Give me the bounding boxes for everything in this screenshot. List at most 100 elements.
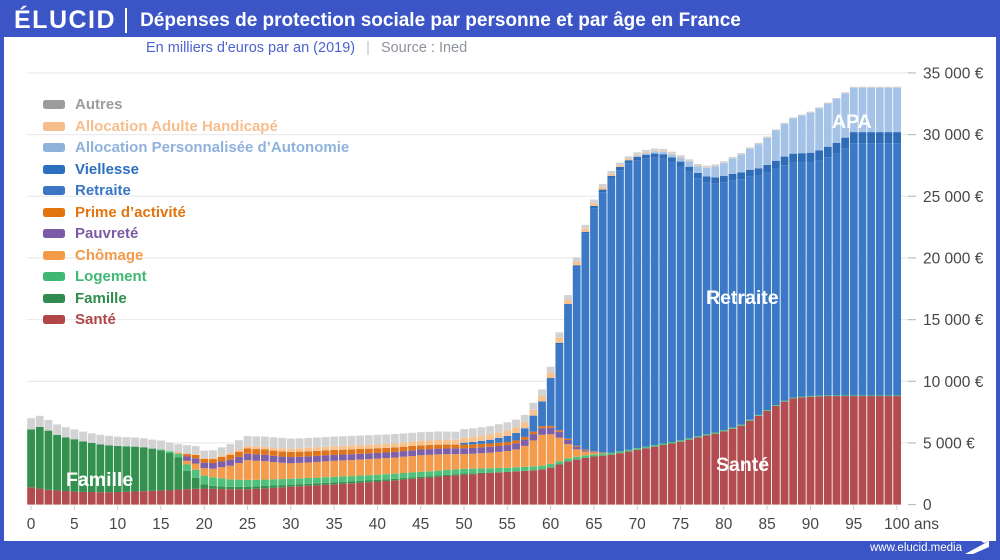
bar-segment-logement bbox=[382, 474, 391, 480]
bar-segment-autres bbox=[243, 436, 252, 447]
bar-segment-prime bbox=[416, 445, 425, 450]
footer-url[interactable]: www.elucid.media bbox=[869, 542, 962, 554]
bar-segment-logement bbox=[261, 479, 269, 486]
bar-segment-prime bbox=[243, 448, 252, 454]
bar-segment-prime bbox=[226, 454, 235, 460]
bar-segment-apa bbox=[685, 161, 694, 167]
bar-segment-aah bbox=[434, 439, 443, 445]
legend-label-retraite: Retraite bbox=[75, 182, 131, 200]
bar-segment-sante bbox=[243, 489, 252, 505]
bar-segment-pauvrete bbox=[451, 448, 460, 455]
bar-segment-pauvrete bbox=[512, 443, 520, 450]
x-tick-label: 100 bbox=[884, 516, 910, 533]
bar-segment-autres bbox=[113, 436, 122, 446]
bar-segment-sante bbox=[165, 490, 174, 505]
bar-segment-aah bbox=[408, 441, 417, 447]
bar-segment-sante bbox=[797, 397, 806, 505]
bar-segment-retraite bbox=[806, 162, 815, 396]
bar-segment-chomage bbox=[520, 445, 529, 467]
bar-segment-apa bbox=[694, 166, 702, 173]
legend-swatch-sante bbox=[43, 315, 65, 325]
bar-segment-chomage bbox=[312, 461, 321, 478]
bar-segment-aah bbox=[347, 445, 356, 450]
bar-segment-apa bbox=[650, 151, 659, 154]
bar-segment-autres bbox=[131, 437, 139, 447]
bar-segment-autres bbox=[87, 433, 96, 443]
bar-segment-autres bbox=[209, 450, 217, 458]
bar-segment-logement bbox=[694, 436, 702, 438]
bar-segment-autres bbox=[157, 440, 165, 450]
bar-segment-retraite bbox=[468, 441, 477, 445]
bar-segment-famille bbox=[243, 486, 252, 490]
x-tick-label: 70 bbox=[629, 516, 647, 533]
bar-segment-famille bbox=[261, 485, 269, 489]
bar-segment-sante bbox=[183, 489, 191, 505]
bar-segment-sante bbox=[44, 489, 53, 505]
bar-segment-chomage bbox=[564, 444, 572, 459]
bar-segment-retraite bbox=[875, 143, 884, 396]
legend-swatch-chomage bbox=[43, 250, 65, 260]
bar-segment-prime bbox=[503, 441, 512, 446]
bar-segment-logement bbox=[685, 438, 694, 440]
bar-segment-sante bbox=[330, 484, 339, 505]
bar-segment-apa bbox=[754, 144, 763, 169]
bar-segment-logement bbox=[668, 442, 676, 444]
bar-segment-autres bbox=[390, 434, 399, 444]
bar-segment-sante bbox=[468, 474, 477, 505]
bar-segment-retraite bbox=[728, 180, 737, 428]
bar-segment-autres bbox=[763, 136, 772, 138]
bar-segment-logement bbox=[416, 471, 425, 477]
bar-segment-prime bbox=[581, 449, 590, 451]
bar-segment-autres bbox=[633, 152, 642, 155]
bar-segment-retraite bbox=[711, 183, 720, 433]
bar-segment-prime bbox=[399, 446, 408, 452]
bar-segment-chomage bbox=[538, 434, 546, 466]
legend-swatch-retraite bbox=[43, 186, 65, 196]
bar-segment-vieillesse bbox=[737, 172, 746, 180]
bar-segment-chomage bbox=[416, 455, 425, 472]
bar-segment-apa bbox=[633, 155, 642, 158]
bar-segment-famille bbox=[27, 429, 35, 488]
bar-segment-famille bbox=[338, 481, 347, 484]
legend-item-pauvrete: Pauvreté bbox=[43, 223, 349, 245]
bar-segment-prime bbox=[364, 448, 373, 454]
bar-segment-logement bbox=[720, 430, 728, 432]
bar-segment-apa bbox=[737, 154, 746, 173]
bar-segment-prime bbox=[572, 445, 581, 447]
bar-segment-retraite bbox=[737, 179, 746, 425]
bar-segment-autres bbox=[538, 389, 546, 396]
bar-segment-logement bbox=[356, 475, 365, 481]
x-axis-unit-label: ans bbox=[914, 516, 939, 533]
bar-segment-autres bbox=[572, 257, 581, 262]
bar-segment-autres bbox=[321, 437, 330, 447]
bar-segment-apa bbox=[875, 87, 884, 133]
bar-segment-autres bbox=[668, 151, 676, 154]
bar-segment-logement bbox=[165, 451, 174, 454]
page-title: Dépenses de protection sociale par perso… bbox=[140, 9, 741, 31]
bar-segment-prime bbox=[529, 431, 538, 435]
bar-segment-sante bbox=[598, 455, 607, 505]
bar-segment-aah bbox=[538, 395, 546, 402]
bar-segment-sante bbox=[624, 451, 633, 505]
bar-segment-logement bbox=[616, 451, 624, 454]
bar-segment-autres bbox=[884, 86, 893, 88]
bar-segment-apa bbox=[858, 87, 867, 133]
subtitle-pipe: | bbox=[366, 40, 370, 56]
bar-segment-retraite bbox=[616, 170, 624, 452]
bar-segment-aah bbox=[607, 174, 616, 176]
bar-segment-autres bbox=[754, 142, 763, 145]
bar-segment-prime bbox=[408, 446, 417, 451]
bar-segment-chomage bbox=[399, 456, 408, 474]
bar-segment-logement bbox=[893, 395, 901, 397]
bar-segment-logement bbox=[590, 454, 598, 457]
bar-segment-pauvrete bbox=[347, 454, 356, 461]
bar-segment-aah bbox=[321, 446, 330, 451]
bar-segment-aah bbox=[546, 372, 555, 379]
bar-segment-sante bbox=[278, 487, 287, 505]
legend-swatch-pauvrete bbox=[43, 229, 65, 239]
bar-segment-retraite bbox=[659, 158, 668, 444]
bar-segment-aah bbox=[243, 446, 252, 449]
bar-segment-prime bbox=[460, 444, 468, 449]
bar-segment-sante bbox=[711, 433, 720, 505]
bar-segment-aah bbox=[373, 444, 382, 449]
